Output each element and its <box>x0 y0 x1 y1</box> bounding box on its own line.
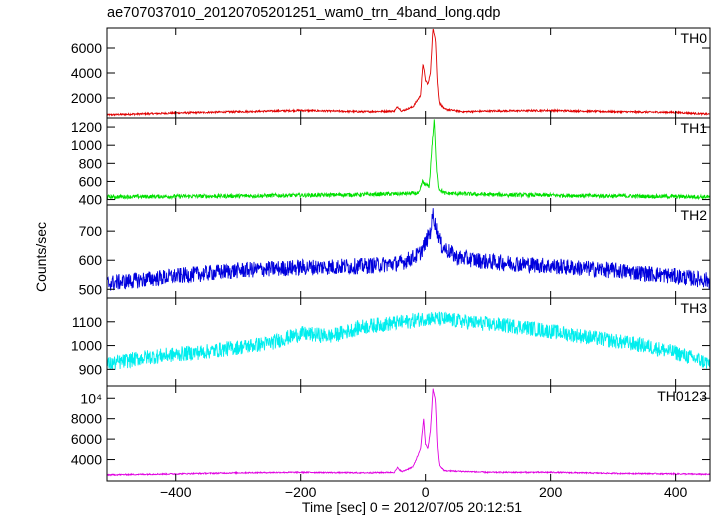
y-tick-label-TH0: 4000 <box>71 65 102 81</box>
x-tick-label: −400 <box>160 484 192 500</box>
y-tick-label-TH0123: 6000 <box>71 431 102 447</box>
panel-label-TH0: TH0 <box>681 30 708 46</box>
y-tick-label-TH1: 600 <box>79 173 103 189</box>
y-tick-label-TH2: 500 <box>79 281 103 297</box>
series-line-TH2 <box>106 208 711 291</box>
chart-title: ae707037010_20120705201251_wam0_trn_4ban… <box>107 5 500 21</box>
x-tick-label: 400 <box>664 484 688 500</box>
panel-frame-TH1 <box>106 117 711 206</box>
y-tick-label-TH2: 700 <box>79 223 103 239</box>
y-tick-label-TH3: 900 <box>79 361 103 377</box>
y-tick-label-TH0: 6000 <box>71 40 102 56</box>
panels: TH0200040006000TH140060080010001200TH250… <box>71 27 711 500</box>
panel-label-TH1: TH1 <box>681 120 708 136</box>
y-tick-label-TH0123: 8000 <box>71 411 102 427</box>
panel-frame-TH2 <box>106 204 711 299</box>
x-tick-label: 0 <box>422 484 430 500</box>
panel-label-TH2: TH2 <box>681 207 708 223</box>
y-tick-label-TH0123: 10⁴ <box>80 390 102 406</box>
y-tick-label-TH1: 400 <box>79 192 103 208</box>
panel-frame-TH0123 <box>106 385 711 482</box>
series-line-TH0123 <box>106 388 711 477</box>
y-tick-label-TH0: 2000 <box>71 90 102 106</box>
y-axis-label: Counts/sec <box>33 222 49 292</box>
panel-label-TH3: TH3 <box>681 300 708 316</box>
y-tick-label-TH1: 1000 <box>71 137 102 153</box>
y-tick-label-TH1: 800 <box>79 155 103 171</box>
y-tick-label-TH2: 600 <box>79 252 103 268</box>
x-axis-label: Time [sec] 0 = 2012/07/05 20:12:51 <box>302 499 522 515</box>
y-tick-label-TH1: 1200 <box>71 119 102 135</box>
panel-label-TH0123: TH0123 <box>657 388 707 404</box>
x-tick-label: 200 <box>539 484 563 500</box>
y-tick-label-TH3: 1100 <box>72 314 102 330</box>
y-tick-label-TH0123: 4000 <box>71 452 102 468</box>
series-line-TH0 <box>106 28 711 117</box>
y-tick-label-TH3: 1000 <box>71 338 102 354</box>
panel-frame-TH0 <box>106 27 711 119</box>
series-line-TH3 <box>106 311 711 370</box>
x-tick-label: −200 <box>285 484 317 500</box>
series-line-TH1 <box>106 119 711 201</box>
